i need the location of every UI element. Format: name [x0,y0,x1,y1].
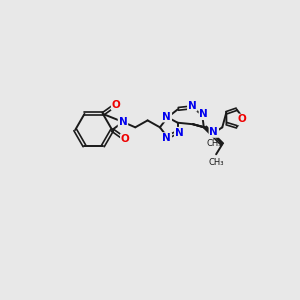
Text: N: N [163,133,171,143]
Text: CH₃: CH₃ [207,139,222,148]
Text: O: O [121,134,130,144]
Text: O: O [238,115,247,124]
Text: N: N [200,109,208,119]
Text: N: N [163,112,171,122]
Text: O: O [112,100,120,110]
Text: N: N [118,117,127,127]
Text: CH₃: CH₃ [208,158,224,167]
Text: N: N [188,101,197,111]
Text: N: N [209,127,218,137]
Text: N: N [175,128,184,138]
